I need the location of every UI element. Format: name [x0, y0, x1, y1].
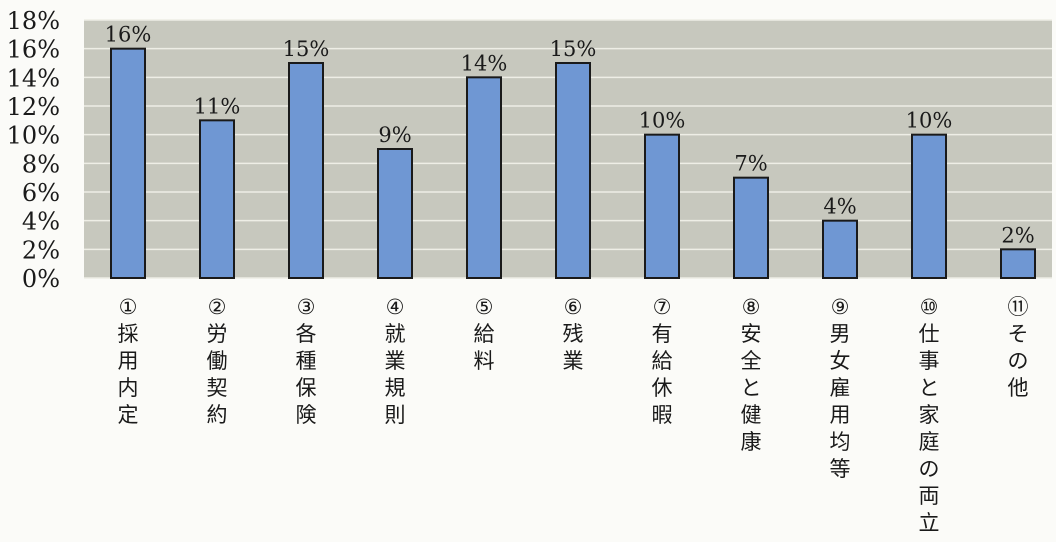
bar-9 [822, 219, 858, 280]
category-label-2: ② 労働契約 [207, 295, 228, 427]
bar-3 [288, 62, 324, 279]
category-label-1: ① 採用内定 [118, 295, 139, 427]
y-tick-label: 16% [7, 36, 60, 64]
bar-11 [1000, 248, 1036, 279]
bars [110, 47, 1036, 280]
value-labels: 16% 11% 15% 9% 14% 15% 10% 7% 4% 10% 2% [105, 23, 1035, 248]
y-tick-label: 8% [22, 150, 60, 178]
bar-5 [466, 76, 502, 280]
y-tick-label: 0% [22, 265, 60, 293]
value-label-8: 7% [734, 152, 767, 176]
y-tick-label: 14% [7, 64, 60, 92]
category-label-8: ⑧ 安全と健康 [741, 295, 762, 454]
value-label-3: 15% [283, 37, 330, 61]
y-tick-label: 12% [7, 93, 60, 121]
y-tick-label: 18% [7, 7, 60, 35]
bar-8 [733, 176, 769, 280]
y-tick-label: 2% [22, 236, 60, 264]
category-label-4: ④ 就業規則 [385, 295, 406, 427]
category-label-9: ⑨ 男女雇用均等 [830, 295, 851, 481]
y-tick-label: 6% [22, 179, 60, 207]
bar-2 [199, 119, 235, 280]
y-tick-label: 10% [7, 122, 60, 150]
bar-7 [644, 133, 680, 279]
value-label-7: 10% [639, 109, 686, 133]
category-label-5: ⑤ 給料 [474, 295, 495, 373]
category-label-3: ③ 各種保険 [296, 295, 317, 427]
category-label-10: ⑩ 仕事と家庭の両立 [919, 295, 940, 535]
category-label-7: ⑦ 有給休暇 [652, 295, 673, 427]
value-label-5: 14% [461, 51, 508, 75]
x-axis-labels: ① 採用内定 ② 労働契約 ③ 各種保険 ④ 就業規則 ⑤ 給料 ⑥ 残業 ⑦ 有給休暇 ⑧ 安全と健康 ⑨ 男女… [118, 295, 1029, 535]
bar-10 [911, 133, 947, 279]
value-label-11: 2% [1001, 223, 1034, 247]
value-label-10: 10% [906, 109, 953, 133]
value-label-9: 4% [823, 195, 856, 219]
y-axis: 0%2%4%6%8%10%12%14%16%18% [7, 7, 60, 293]
bar-6 [555, 62, 591, 279]
bar-4 [377, 148, 413, 279]
category-label-6: ⑥ 残業 [563, 295, 584, 373]
value-label-6: 15% [550, 37, 597, 61]
value-label-4: 9% [378, 123, 411, 147]
value-label-2: 11% [194, 94, 241, 118]
value-label-1: 16% [105, 23, 152, 47]
y-tick-label: 4% [22, 208, 60, 236]
category-label-11: ⑪ その他 [1008, 295, 1029, 400]
bar-1 [110, 47, 146, 279]
